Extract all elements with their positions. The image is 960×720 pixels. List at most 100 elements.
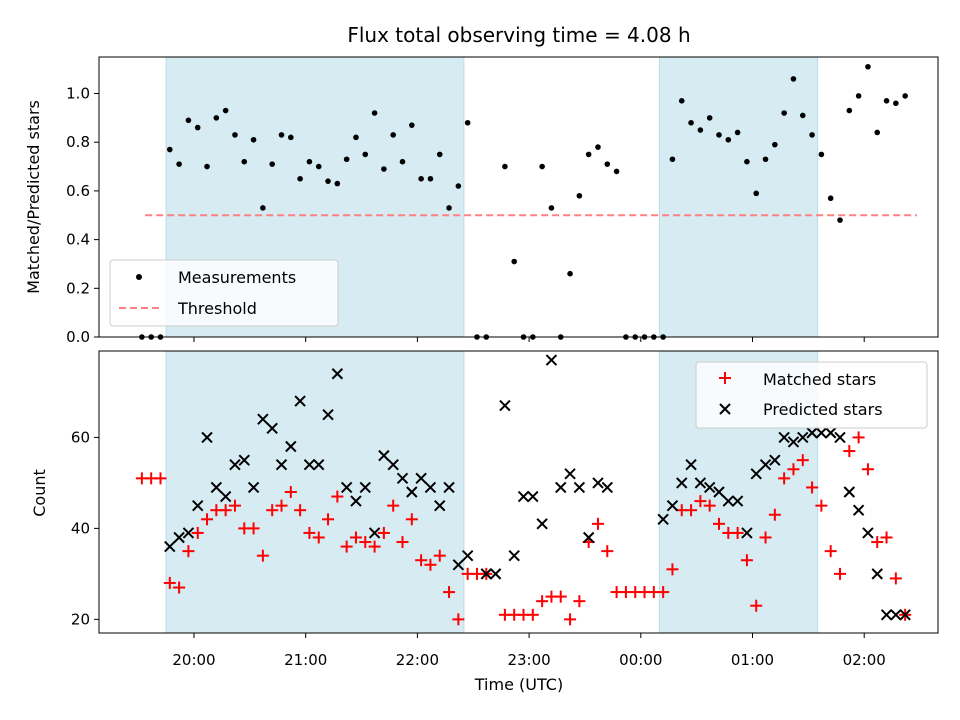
matched-star-point [396, 536, 409, 549]
predicted-star-point [508, 549, 520, 562]
measurement-point [883, 98, 890, 104]
measurement-point [799, 112, 806, 119]
predicted-star-point [601, 481, 613, 494]
matched-star-point [889, 572, 902, 585]
measurement-point [669, 156, 676, 163]
ratio-y-tick-label: 0.4 [66, 231, 90, 249]
count-y-tick-label: 40 [71, 519, 90, 537]
count-panel-frame [98, 350, 939, 634]
predicted-star-point [452, 559, 465, 571]
matched-star-point [191, 526, 204, 539]
observing-interval-shade [165, 350, 465, 634]
matched-star-point [750, 599, 763, 612]
matched-star-point [815, 499, 828, 512]
matched-star-point [182, 545, 195, 558]
predicted-star-point [331, 368, 344, 380]
measurement-point [734, 129, 741, 136]
predicted-star-point [564, 468, 576, 480]
predicted-star-point [722, 495, 735, 507]
predicted-star-point [489, 568, 502, 580]
predicted-star-point [703, 481, 716, 494]
matched-star-point [768, 508, 781, 521]
predicted-star-point [247, 481, 260, 494]
matched-star-point [331, 490, 344, 503]
measurement-point [222, 107, 229, 114]
measurement-point [790, 76, 797, 82]
predicted-star-point [303, 459, 316, 471]
matched-star-point [861, 463, 874, 476]
matched-star-point [228, 499, 241, 512]
predicted-star-point [313, 459, 325, 471]
predicted-star-point [852, 504, 865, 516]
measurement-point [706, 115, 713, 121]
matched-star-point [536, 595, 549, 608]
measurement-point [194, 124, 201, 131]
measurement-point [288, 134, 294, 141]
predicted-star-point [340, 481, 353, 494]
predicted-star-point [387, 459, 399, 471]
measurement-point [446, 205, 452, 211]
predicted-star-point [731, 495, 744, 507]
matched-star-point [219, 504, 232, 517]
predicted-star-point [797, 431, 809, 444]
matched-star-point [685, 504, 698, 517]
x-tick-label: 22:00 [396, 651, 439, 669]
matched-star-point [759, 531, 772, 544]
measurement-point [241, 158, 248, 165]
matched-star-point [657, 586, 670, 599]
predicted-star-point [880, 609, 893, 621]
predicted-star-point [555, 481, 567, 494]
x-tick-label: 23:00 [507, 651, 550, 669]
predicted-star-point [666, 499, 679, 512]
matched-star-point [573, 595, 586, 608]
predicted-star-point [573, 481, 586, 494]
measurement-point [185, 117, 192, 124]
predicted-star-point [499, 399, 511, 412]
ratio-y-tick-label: 0.8 [66, 133, 90, 151]
measurement-point [176, 161, 182, 167]
matched-star-point [377, 526, 390, 539]
matched-star-point [787, 463, 800, 476]
measurement-point [902, 93, 908, 99]
measurement-point [427, 175, 434, 182]
measurement-point [716, 132, 722, 138]
measurement-point [204, 163, 210, 170]
legend-predicted-label: Predicted stars [763, 400, 883, 419]
matched-star-point [312, 531, 325, 544]
measurement-point [362, 151, 369, 158]
measurement-point [678, 98, 685, 104]
predicted-star-point [201, 431, 213, 444]
matched-star-point [266, 504, 279, 517]
measurement-point [315, 163, 322, 170]
predicted-star-point [787, 436, 800, 448]
predicted-star-point [266, 422, 278, 435]
measurement-point [418, 175, 424, 182]
measurement-point [381, 166, 387, 172]
matched-star-point [173, 581, 186, 594]
measurement-point [772, 141, 778, 148]
matched-star-point [163, 576, 176, 589]
matched-star-point [564, 613, 577, 626]
predicted-star-point [806, 427, 818, 439]
predicted-star-point [434, 499, 446, 512]
matched-star-point [368, 540, 381, 553]
measurement-point [865, 63, 871, 70]
predicted-star-point [843, 486, 856, 498]
measurement-point [353, 134, 359, 141]
predicted-star-point [480, 568, 492, 580]
predicted-star-point [257, 413, 269, 425]
measurement-point [455, 183, 462, 189]
measurement-point [585, 151, 592, 158]
predicted-star-point [685, 459, 697, 471]
matched-star-point [275, 499, 288, 512]
predicted-star-point [461, 549, 474, 562]
legend-measurements-marker [136, 274, 142, 280]
measurement-point [278, 132, 285, 138]
measurement-point [502, 163, 508, 170]
measurement-point [232, 132, 238, 138]
matched-star-point [424, 558, 437, 571]
measurement-point [827, 195, 834, 202]
measurement-point [855, 93, 862, 99]
predicted-star-point [862, 527, 874, 539]
